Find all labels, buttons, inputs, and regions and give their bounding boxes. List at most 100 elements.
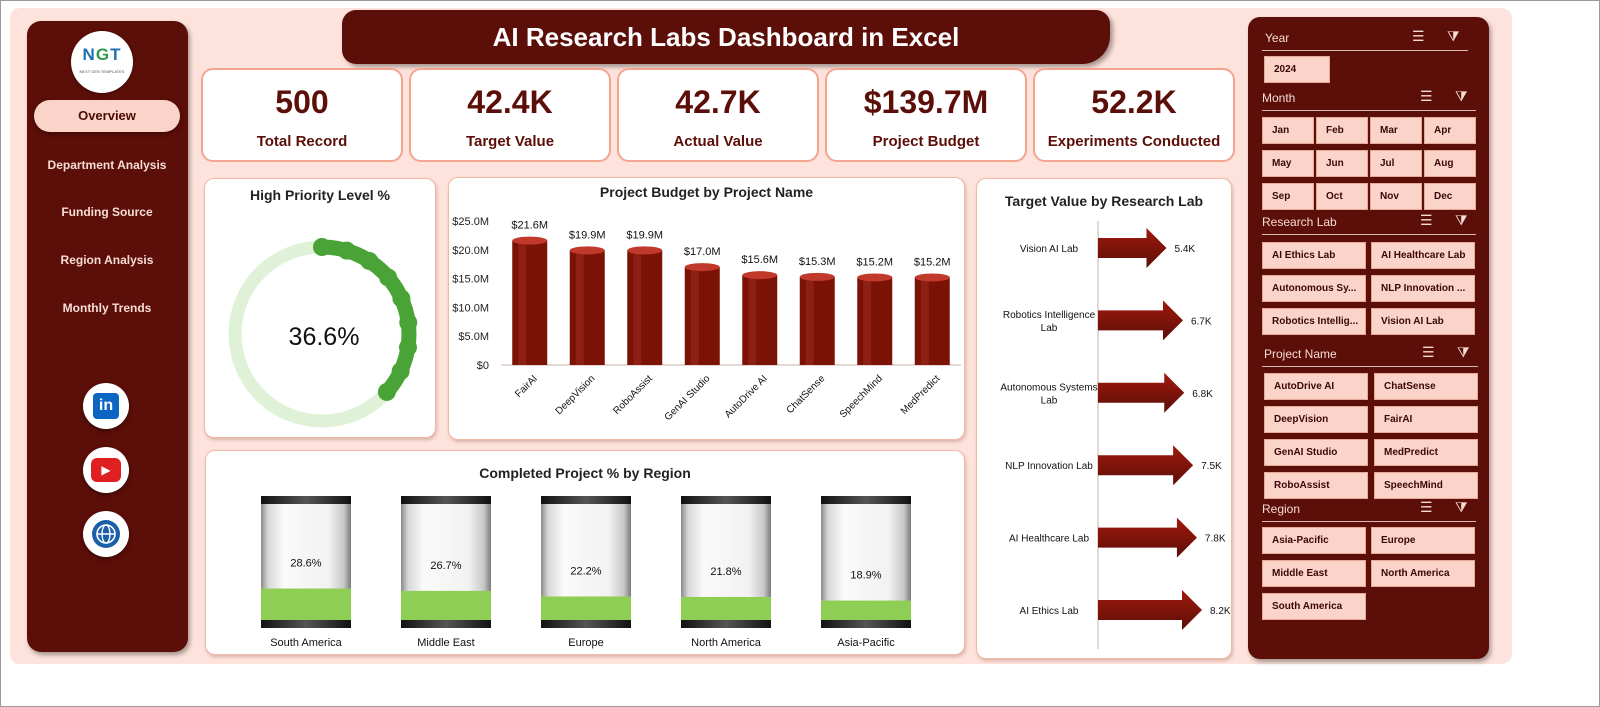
slicer-project-item[interactable]: RoboAssist [1264,472,1368,499]
slicer-project-item[interactable]: SpeechMind [1374,472,1478,499]
dashboard-title: AI Research Labs Dashboard in Excel [342,10,1110,64]
lab-arrow-bar[interactable] [1098,445,1194,486]
region-data-label: 22.2% [570,565,601,577]
lab-data-label: 7.8K [1205,534,1226,545]
slicer-month-item[interactable]: Sep [1262,183,1314,210]
slicer-month-item[interactable]: Apr [1424,117,1476,144]
slicer-lab-item[interactable]: Vision AI Lab [1371,308,1475,335]
nav-overview[interactable]: Overview [34,100,180,132]
slicer-lab-item[interactable]: Robotics Intellig... [1262,308,1366,335]
lab-arrow-bar[interactable] [1098,517,1197,558]
slicer-lab-item[interactable]: NLP Innovation ... [1371,275,1475,302]
nav-region-analysis[interactable]: Region Analysis [60,253,154,267]
region-fill-bar[interactable] [541,596,631,624]
region-data-label: 28.6% [290,558,321,570]
slicer-month-item[interactable]: Oct [1316,183,1368,210]
lab-data-label: 8.2K [1210,606,1231,617]
slicer-project-item[interactable]: MedPredict [1374,439,1478,466]
slicer-month-item[interactable]: Jan [1262,117,1314,144]
slicer-month-item[interactable]: Nov [1370,183,1422,210]
lab-arrow-bar[interactable] [1098,228,1167,268]
donut-knob [377,382,396,401]
clear-filter-icon[interactable]: ⧩ [1455,212,1468,228]
nav-department-analysis[interactable]: Department Analysis [47,158,167,172]
region-category-label: Middle East [417,637,474,649]
region-chart: 28.6% South America 26.7% Middle East 22.2% E… [261,496,911,649]
clear-filter-icon[interactable]: ⧩ [1447,28,1460,44]
slicer-region-item[interactable]: North America [1371,560,1475,587]
nav-monthly-trends[interactable]: Monthly Trends [62,301,152,315]
region-cylinder-cap [821,496,911,504]
high-priority-panel: High Priority Level % 36.6% [204,178,436,438]
region-cylinder-cap [401,496,491,504]
budget-bar[interactable] [799,276,835,365]
donut-knob [337,241,356,260]
region-fill-bar[interactable] [681,596,771,624]
budget-bar-cap [569,246,605,255]
slicer-lab-item[interactable]: AI Ethics Lab [1262,242,1366,269]
slicer-project-item[interactable]: AutoDrive AI [1264,373,1368,400]
lab-category-label: AI Healthcare Lab [1009,534,1089,545]
budget-bar[interactable] [914,277,950,365]
multi-select-icon[interactable]: ☰ [1412,28,1425,44]
region-fill-bar[interactable] [261,588,351,624]
lab-arrow-bar[interactable] [1098,590,1202,630]
region-cylinder-base [681,620,771,628]
clear-filter-icon[interactable]: ⧩ [1455,88,1468,104]
multi-select-icon[interactable]: ☰ [1422,344,1435,360]
slicer-lab-item[interactable]: AI Healthcare Lab [1371,242,1475,269]
multi-select-icon[interactable]: ☰ [1420,499,1433,515]
budget-bar[interactable] [512,240,548,365]
slicer-month-item[interactable]: Mar [1370,117,1422,144]
slicer-month-item[interactable]: Feb [1316,117,1368,144]
linkedin-icon: in [93,393,119,419]
donut-value: 36.6% [289,323,360,351]
kpi-experiments-conducted: 52.2K Experiments Conducted [1033,68,1235,162]
slicer-region-item[interactable]: South America [1262,593,1366,620]
kpi-label: Target Value [465,133,555,150]
region-fill-bar[interactable] [821,600,911,624]
slicer-project-item[interactable]: ChatSense [1374,373,1478,400]
budget-bar[interactable] [684,267,720,365]
lab-data-label: 5.4K [1174,244,1195,255]
website-button[interactable] [83,511,129,557]
slicer-month-item[interactable]: Jun [1316,150,1368,177]
slicer-divider [1262,234,1476,235]
lab-arrow-bar[interactable] [1098,372,1185,413]
budget-bar[interactable] [569,250,605,365]
project-budget-panel: Project Budget by Project Name $0 $5.0M $1… [448,177,965,440]
budget-bar[interactable] [857,277,893,365]
lab-chart-title: Target Value by Research Lab [1004,193,1204,209]
slicer-month-item[interactable]: May [1262,150,1314,177]
slicer-month-item[interactable]: Jul [1370,150,1422,177]
budget-bar[interactable] [742,275,778,365]
slicer-region-item[interactable]: Europe [1371,527,1475,554]
slicer-region-item[interactable]: Middle East [1262,560,1366,587]
multi-select-icon[interactable]: ☰ [1420,212,1433,228]
budget-bar-cap [627,246,663,255]
slicer-month-title: Month [1262,91,1296,105]
slicer-region-item[interactable]: Asia-Pacific [1262,527,1366,554]
slicer-month-item[interactable]: Aug [1424,150,1476,177]
y-tick-label: $5.0M [458,331,489,343]
region-category-label: North America [691,637,762,649]
clear-filter-icon[interactable]: ⧩ [1455,499,1468,515]
clear-filter-icon[interactable]: ⧩ [1457,344,1470,360]
slicer-project-item[interactable]: GenAI Studio [1264,439,1368,466]
donut-knob [399,313,418,332]
region-category-label: South America [270,637,342,649]
linkedin-button[interactable]: in [83,383,129,429]
youtube-button[interactable]: ▶ [83,447,129,493]
slicer-month-item[interactable]: Dec [1424,183,1476,210]
nav-funding-source[interactable]: Funding Source [61,205,153,219]
donut-knob [392,289,411,308]
slicer-lab-item[interactable]: Autonomous Sy... [1262,275,1366,302]
donut-knob [360,251,379,270]
multi-select-icon[interactable]: ☰ [1420,88,1433,104]
slicer-year-item[interactable]: 2024 [1264,56,1330,83]
slicer-project-item[interactable]: DeepVision [1264,406,1368,433]
slicer-project-item[interactable]: FairAI [1374,406,1478,433]
region-fill-bar[interactable] [401,590,491,624]
budget-bar[interactable] [627,250,663,365]
lab-arrow-bar[interactable] [1098,300,1183,341]
